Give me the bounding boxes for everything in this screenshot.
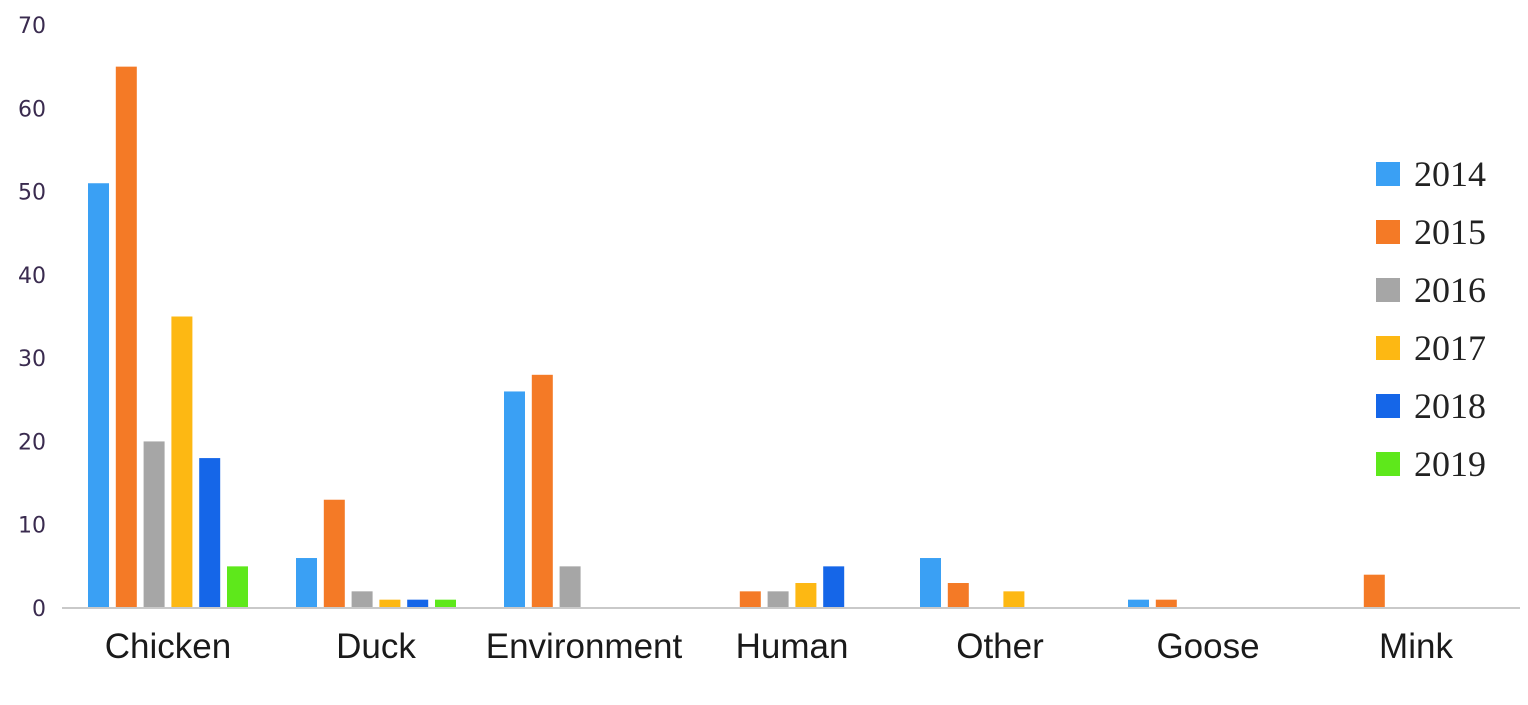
bar-2015-chicken	[115, 66, 137, 608]
category-label: Other	[956, 627, 1044, 666]
bar-2018-human	[823, 566, 845, 608]
y-tick-label: 30	[18, 347, 46, 372]
x-axis-categories: Chicken Duck Environment Human Other Goose Min…	[105, 627, 1454, 666]
legend-label: 2015	[1414, 212, 1486, 252]
category-label: Mink	[1379, 627, 1453, 666]
bar-2018-duck	[407, 599, 429, 608]
legend-swatch	[1376, 162, 1400, 186]
bar-2019-duck	[435, 599, 456, 608]
legend-label: 2016	[1414, 270, 1486, 310]
legend-label: 2018	[1414, 386, 1486, 426]
bar-2017-human	[795, 583, 817, 608]
legend-swatch	[1376, 452, 1400, 476]
bar-2015-human	[739, 591, 761, 608]
bar-2016-duck	[351, 591, 373, 608]
legend-swatch	[1376, 220, 1400, 244]
y-tick-label: 20	[18, 430, 46, 455]
bar-2015-goose	[1155, 599, 1177, 608]
bar-2017-chicken	[171, 316, 193, 608]
bar-2014-environment	[504, 391, 525, 608]
category-label: Chicken	[105, 627, 231, 666]
category-label: Goose	[1156, 627, 1259, 666]
bar-2016-human	[767, 591, 789, 608]
bar-2017-duck	[379, 599, 401, 608]
bar-2017-other	[1003, 591, 1025, 608]
y-tick-label: 10	[18, 514, 46, 539]
legend: 2014 2015 2016 2017 2018 2019	[1376, 154, 1486, 484]
category-label: Human	[736, 627, 849, 666]
bar-2015-duck	[323, 499, 345, 608]
legend-swatch	[1376, 394, 1400, 418]
legend-swatch	[1376, 336, 1400, 360]
y-tick-label: 0	[32, 597, 46, 622]
y-tick-label: 60	[18, 97, 46, 122]
bar-2016-chicken	[143, 441, 165, 608]
y-tick-label: 50	[18, 181, 46, 206]
y-tick-label: 40	[18, 264, 46, 289]
bar-2018-chicken	[199, 458, 221, 608]
y-tick-label: 70	[18, 14, 46, 39]
bar-2014-goose	[1128, 599, 1149, 608]
bar-marks	[88, 66, 1385, 608]
bar-2015-other	[947, 583, 969, 608]
bar-2014-chicken	[88, 183, 109, 608]
legend-label: 2014	[1414, 154, 1486, 194]
y-axis-ticks: 0 10 20 30 40 50 60 70	[18, 14, 46, 622]
legend-label: 2017	[1414, 328, 1486, 368]
bar-2014-duck	[296, 558, 317, 608]
bar-2015-mink	[1363, 574, 1385, 608]
bar-2014-other	[920, 558, 941, 608]
bar-2016-environment	[559, 566, 581, 608]
category-label: Duck	[336, 627, 416, 666]
bar-2015-environment	[531, 374, 553, 608]
bar-2019-chicken	[227, 566, 248, 608]
legend-swatch	[1376, 278, 1400, 302]
category-label: Environment	[486, 627, 683, 666]
legend-label: 2019	[1414, 444, 1486, 484]
